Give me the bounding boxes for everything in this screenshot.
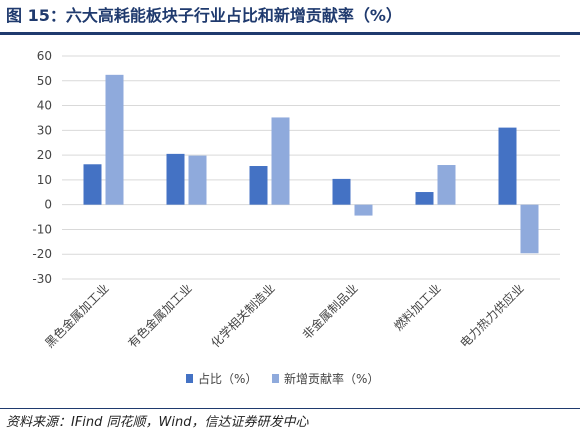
category-label: 黑色金属加工业 bbox=[42, 281, 112, 351]
bar-share bbox=[332, 178, 351, 205]
bar-share bbox=[83, 164, 102, 205]
y-tick-label: 20 bbox=[37, 148, 52, 162]
category-label: 电力热力供应业 bbox=[457, 281, 527, 351]
y-tick-label: 0 bbox=[44, 198, 52, 212]
legend: 占比（%） 新增贡献率（%） bbox=[186, 371, 379, 386]
legend-swatch bbox=[186, 374, 193, 383]
bar-share bbox=[166, 153, 185, 205]
legend-swatch bbox=[272, 374, 279, 383]
bar-chart: 60 50 40 30 20 10 0 -10 -20 -30 黑色金属加工业 有色金属加工业 化学相… bbox=[32, 49, 560, 386]
y-tick-label: 50 bbox=[37, 74, 52, 88]
legend-label: 新增贡献率（%） bbox=[284, 371, 379, 386]
source-rule bbox=[0, 408, 580, 409]
title-rule bbox=[0, 32, 580, 35]
source-note: 资料来源：IFind 同花顺，Wind，信达证券研发中心 bbox=[6, 415, 309, 430]
category-label: 有色金属加工业 bbox=[125, 281, 195, 351]
category-label: 非金属制品业 bbox=[299, 281, 361, 343]
y-tick-label: 10 bbox=[37, 173, 52, 187]
legend-label: 占比（%） bbox=[198, 371, 257, 386]
gridlines bbox=[62, 55, 560, 280]
bars bbox=[83, 74, 539, 254]
y-tick-label: -30 bbox=[32, 272, 52, 286]
bar-share bbox=[249, 166, 268, 205]
figure-title: 图 15：六大高耗能板块子行业占比和新增贡献率（%） bbox=[6, 6, 402, 25]
y-tick-label: -10 bbox=[32, 222, 52, 236]
bar-contribution bbox=[105, 74, 124, 205]
category-label: 燃料加工业 bbox=[391, 281, 444, 334]
category-labels: 黑色金属加工业 有色金属加工业 化学相关制造业 非金属制品业 燃料加工业 电力热力供应业 bbox=[42, 281, 527, 351]
y-tick-label: -20 bbox=[32, 247, 52, 261]
bar-contribution bbox=[520, 204, 539, 254]
bar-share bbox=[498, 127, 517, 205]
bar-share bbox=[415, 192, 434, 205]
category-label: 化学相关制造业 bbox=[208, 281, 278, 351]
bar-contribution bbox=[271, 117, 290, 205]
y-tick-label: 60 bbox=[37, 49, 52, 63]
bar-contribution bbox=[437, 165, 456, 205]
y-tick-label: 40 bbox=[37, 99, 52, 113]
y-tick-label: 30 bbox=[37, 123, 52, 137]
bar-contribution bbox=[354, 204, 373, 216]
bar-contribution bbox=[188, 155, 207, 205]
y-axis-ticks: 60 50 40 30 20 10 0 -10 -20 -30 bbox=[32, 49, 52, 286]
